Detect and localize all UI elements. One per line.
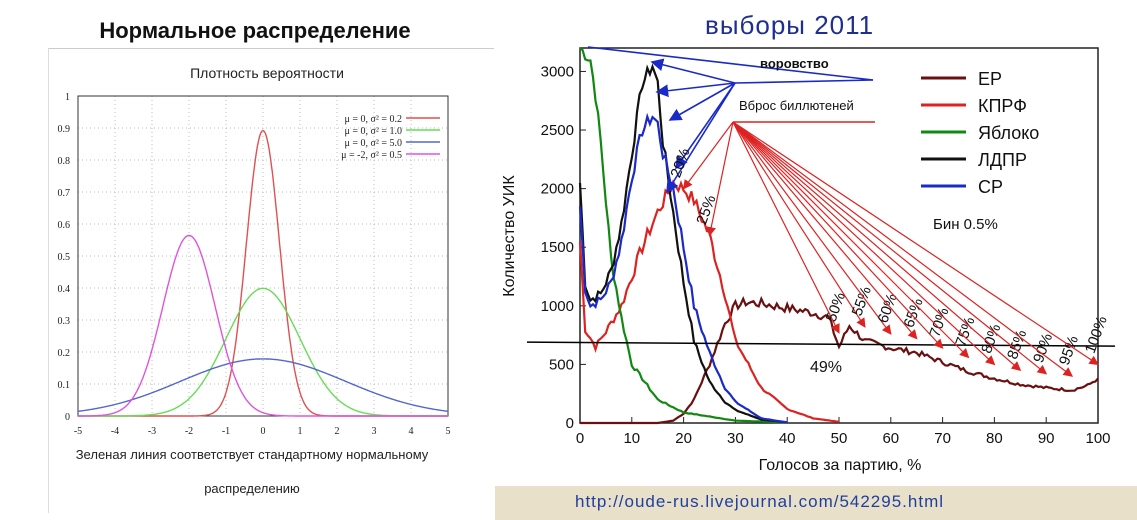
left-ytick-label: 0.3 [58,316,71,327]
left-page-title: Нормальное распределение [99,18,411,43]
left-xtick-label: 4 [409,426,414,437]
left-ytick-label: 0.6 [58,220,71,231]
left-chart-frame [48,48,494,513]
source-url: http://oude-rus.livejournal.com/542295.h… [575,492,945,511]
left-ytick-label: 0.9 [58,124,71,135]
left-xtick-label: -1 [222,426,230,437]
left-ytick-label: 1 [65,92,70,103]
left-ytick-label: 0.4 [58,284,71,295]
left-ytick-label: 0.1 [58,380,71,391]
left-xtick-label: 5 [446,426,451,437]
left-series-curve [78,129,448,417]
left-plot-border [77,95,449,417]
left-legend: μ = 0, σ² = 0.2μ = 0, σ² = 1.0μ = 0, σ² … [341,114,440,161]
left-ytick-label: 0 [65,412,70,423]
left-xtick-label: -4 [111,426,119,437]
left-legend-label: μ = -2, σ² = 0.5 [341,150,402,161]
url-bar: http://oude-rus.livejournal.com/542295.h… [495,486,1137,520]
left-ytick-label: 0.5 [58,252,71,263]
left-ytick-label: 0.7 [58,188,71,199]
left-ytick-label: 0.2 [58,348,71,359]
left-xtick-label: 1 [298,426,303,437]
left-xtick-label: -3 [148,426,156,437]
left-series-curve [77,358,449,412]
right-panel: http://oude-rus.livejournal.com/542295.h… [495,0,1137,520]
left-legend-label: μ = 0, σ² = 5.0 [344,138,402,149]
right-page-title: выборы 2011 [705,10,875,40]
left-xtick-label: 3 [372,426,377,437]
left-series-curve [78,234,448,417]
left-ticks: -5 -4 -3 -2 -1 0 1 2 3 4 5 0 0.1 0.2 0.3 0.4 0.5 0.6 0.7 0.… [58,92,451,437]
normal-distribution-chart: Плотность вероятности -5 -4 -3 -2 -1 0 1 2 3 4 5 0 0… [58,65,451,496]
left-curves [77,129,449,417]
left-ytick-label: 0.8 [58,156,71,167]
left-legend-label: μ = 0, σ² = 1.0 [344,126,402,137]
left-chart-title: Плотность вероятности [190,65,344,81]
left-xtick-label: -5 [74,426,82,437]
left-xtick-label: 0 [261,426,266,437]
left-xtick-label: -2 [185,426,193,437]
left-caption-line2: распределению [204,481,300,496]
left-caption-line1: Зеленая линия соответствует стандартному… [76,447,429,462]
left-legend-label: μ = 0, σ² = 0.2 [344,114,402,125]
left-xtick-label: 2 [335,426,340,437]
